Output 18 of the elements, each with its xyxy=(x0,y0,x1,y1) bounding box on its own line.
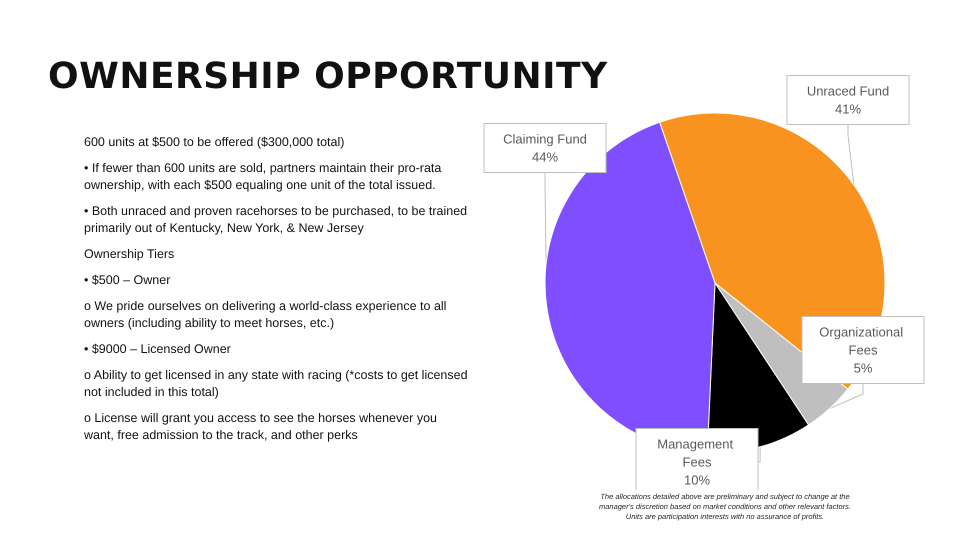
slice-label: Management Fees xyxy=(657,436,737,470)
slice-label: Organizational Fees xyxy=(819,324,907,358)
text: 600 units at $500 to be offered ($300,000 total) xyxy=(84,134,346,151)
data-label: 5% xyxy=(854,360,873,376)
text: o We pride ourselves on delivering a world-class experience to all owners (including ability to meet horses, etc.) xyxy=(84,298,448,332)
data-label: 10% xyxy=(684,472,710,488)
text: o Ability to get licensed in any state with racing (*costs to get licensed not included in this total) xyxy=(84,367,469,401)
slice-label: Claiming Fund xyxy=(503,132,587,146)
text: • If fewer than 600 units are sold, partners maintain their pro-rata ownership, with each $500 equaling one unit of the total issued. xyxy=(84,160,442,194)
text: • $9000 – Licensed Owner xyxy=(84,341,232,358)
slice-label: Unraced Fund xyxy=(806,84,890,98)
data-label: 41% xyxy=(834,102,862,116)
text: o License will grant you access to see the horses whenever you want, free admission to the track, and other perks xyxy=(84,410,438,444)
data-label: 44% xyxy=(532,150,558,164)
text: • Both unraced and proven racehorses to be purchased, to be trained primarily out of Kentucky, New York, & New Jersey xyxy=(84,203,468,237)
text: Ownership Tiers xyxy=(84,246,176,263)
chart-title: OWNERSHIP OPPORTUNITY xyxy=(48,56,608,97)
text: • $500 – Owner xyxy=(84,272,172,289)
